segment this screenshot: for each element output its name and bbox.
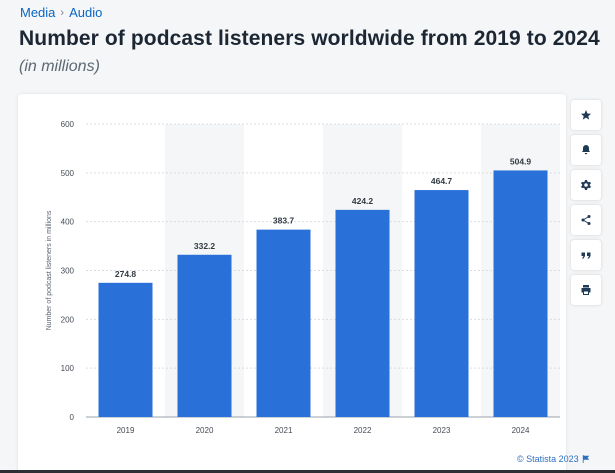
value-label-2024: 504.9 (510, 156, 532, 166)
page-title: Number of podcast listeners worldwide fr… (19, 27, 600, 50)
value-label-2022: 424.2 (352, 196, 374, 206)
breadcrumb: Media › Audio (20, 5, 102, 20)
star-icon (581, 110, 591, 120)
window-bottom-edge (0, 470, 615, 473)
share-icon (581, 215, 591, 225)
bar-2020 (177, 254, 232, 417)
value-label-2019: 274.8 (115, 269, 137, 279)
favorite-button[interactable] (571, 100, 601, 130)
x-tick-label-2020: 2020 (196, 426, 214, 435)
credit-text: © Statista 2023 (517, 454, 579, 464)
breadcrumb-media-link[interactable]: Media (20, 5, 56, 20)
chart-toolbar (571, 100, 601, 310)
bar-2019 (98, 282, 153, 417)
statista-credit[interactable]: © Statista 2023 (517, 454, 590, 464)
value-label-2020: 332.2 (194, 241, 216, 251)
print-icon (581, 285, 591, 295)
y-tick-label-200: 200 (61, 315, 75, 324)
bar-2021 (256, 229, 311, 417)
gear-icon (581, 180, 591, 190)
y-tick-label-0: 0 (70, 413, 75, 422)
x-tick-label-2019: 2019 (117, 426, 135, 435)
bar-2024 (493, 170, 548, 417)
y-tick-label-300: 300 (61, 267, 75, 276)
notification-button[interactable] (571, 135, 601, 165)
x-tick-label-2021: 2021 (275, 426, 293, 435)
quote-icon (581, 252, 591, 259)
print-button[interactable] (571, 275, 601, 305)
y-tick-label-100: 100 (61, 364, 75, 373)
bar-2022 (335, 209, 390, 417)
page-subtitle: (in millions) (19, 58, 100, 75)
y-tick-label-400: 400 (61, 218, 75, 227)
settings-button[interactable] (571, 170, 601, 200)
y-tick-label-500: 500 (61, 169, 75, 178)
y-axis-label: Number of podcast listeners in millions (46, 210, 53, 330)
x-tick-label-2024: 2024 (512, 426, 530, 435)
bar-chart: 0 100 200 300 400 500 600 Number of podcast lis… (46, 120, 560, 435)
chart-card: 0 100 200 300 400 500 600 Number of podcast lis… (18, 94, 566, 473)
bar-2023 (414, 190, 469, 417)
breadcrumb-audio-link[interactable]: Audio (69, 5, 103, 20)
flag-icon (582, 455, 589, 463)
y-tick-label-600: 600 (61, 120, 75, 129)
x-tick-label-2022: 2022 (354, 426, 372, 435)
breadcrumb-separator: › (60, 6, 65, 19)
value-label-2023: 464.7 (431, 176, 453, 186)
share-button[interactable] (571, 205, 601, 235)
x-tick-label-2023: 2023 (433, 426, 451, 435)
cite-button[interactable] (571, 240, 601, 270)
bell-icon (582, 145, 590, 155)
value-label-2021: 383.7 (273, 216, 295, 226)
